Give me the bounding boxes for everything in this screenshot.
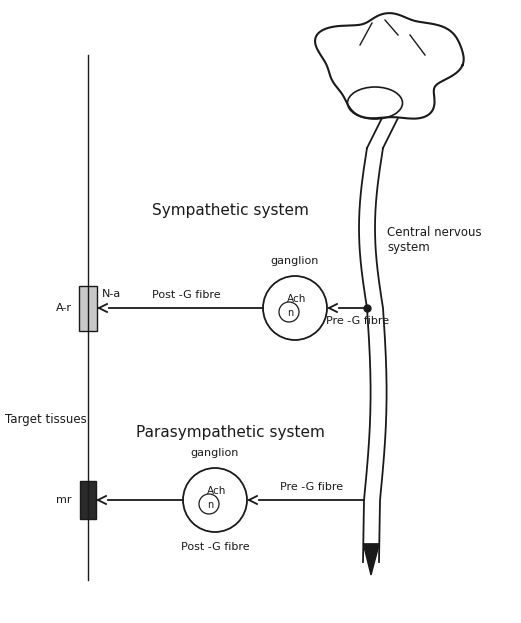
Text: n: n <box>207 500 213 510</box>
Text: Post -G fibre: Post -G fibre <box>152 290 220 300</box>
Text: Pre -G fibre: Pre -G fibre <box>327 316 390 326</box>
Text: Pre -G fibre: Pre -G fibre <box>280 482 343 492</box>
FancyBboxPatch shape <box>79 285 97 330</box>
Text: ganglion: ganglion <box>191 448 239 458</box>
Text: Ach: Ach <box>207 486 227 496</box>
Text: mr: mr <box>56 495 71 505</box>
Text: Ach: Ach <box>287 294 307 304</box>
Text: Sympathetic system: Sympathetic system <box>152 202 308 217</box>
Text: ganglion: ganglion <box>271 256 319 266</box>
Text: Central nervous
system: Central nervous system <box>387 226 481 254</box>
Polygon shape <box>363 544 379 575</box>
Text: A-r: A-r <box>56 303 72 313</box>
Text: n: n <box>287 308 293 318</box>
Text: Target tissues: Target tissues <box>5 414 87 427</box>
Text: Parasympathetic system: Parasympathetic system <box>135 424 325 439</box>
Text: N-a: N-a <box>102 289 121 299</box>
FancyBboxPatch shape <box>80 481 96 519</box>
Text: Post -G fibre: Post -G fibre <box>181 542 250 552</box>
